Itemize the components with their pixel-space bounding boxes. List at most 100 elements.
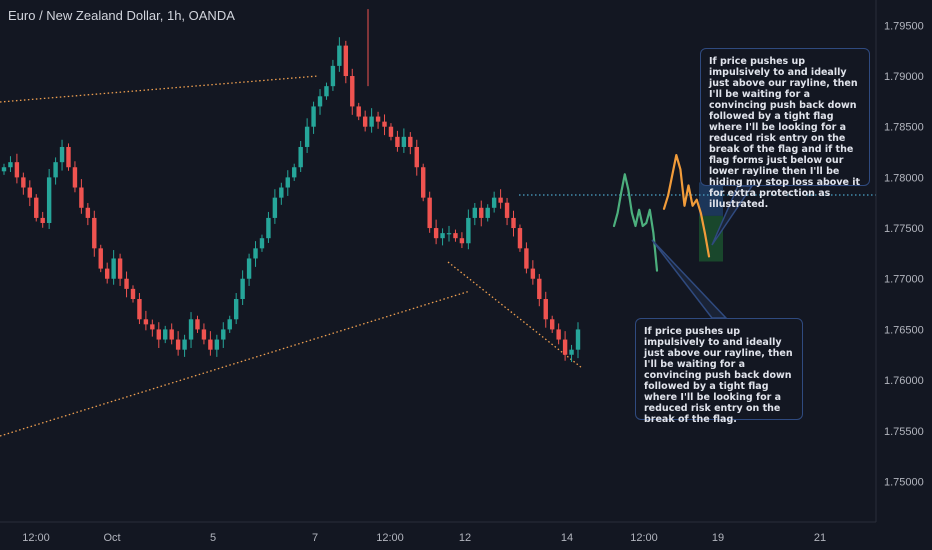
candle-body — [440, 233, 445, 239]
candle-body — [150, 324, 155, 330]
time-axis-label: 7 — [312, 532, 318, 544]
candle-body — [311, 106, 316, 127]
bottom-callout[interactable]: If price pushes up impulsively to and id… — [635, 318, 803, 425]
price-axis-label: 1.76500 — [884, 324, 924, 336]
candle-body — [459, 238, 465, 244]
candle-body — [524, 248, 529, 269]
candle-body — [221, 329, 226, 340]
candle-body — [266, 217, 271, 239]
orange-projection-path — [662, 154, 711, 258]
candle-body — [298, 146, 303, 168]
candle-body — [556, 329, 561, 340]
candle-body — [472, 207, 478, 218]
price-axis-label: 1.77500 — [884, 223, 924, 235]
candle-body — [433, 228, 439, 239]
candle-body — [401, 136, 407, 147]
candle-body — [156, 329, 161, 340]
candles — [1, 9, 581, 362]
trendlines[interactable] — [0, 75, 876, 437]
price-axis-label: 1.76000 — [884, 375, 924, 387]
candle-body — [182, 339, 187, 350]
green-projection-path — [612, 173, 659, 272]
candle-body — [575, 329, 581, 350]
candle-body — [130, 288, 136, 300]
candle-body — [8, 162, 13, 168]
time-axis-label: 12 — [459, 532, 471, 544]
candle-body — [369, 116, 374, 127]
candle-body — [362, 116, 368, 127]
candle-body — [34, 197, 39, 218]
time-axis-label: 12:00 — [22, 532, 50, 544]
candle-body — [562, 339, 568, 355]
candle-body — [356, 106, 361, 117]
time-axis-label: 21 — [814, 532, 826, 544]
candle-body — [169, 329, 174, 340]
candle-body — [208, 339, 213, 350]
candle-body — [491, 197, 497, 208]
candle-body — [395, 136, 400, 147]
right-callout[interactable]: If price pushes up impulsively to and id… — [700, 48, 870, 210]
upper-trendline[interactable] — [0, 75, 319, 103]
time-axis[interactable]: 12:00 Oct 5 7 12:00 12 14 12:00 19 21 — [0, 521, 876, 544]
candle-body — [304, 126, 310, 147]
candle-body — [324, 86, 329, 97]
candle-body — [163, 329, 168, 340]
candle-body — [201, 329, 207, 340]
price-axis[interactable]: 1.79500 1.79000 1.78500 1.78000 1.77500 1.770… — [875, 0, 924, 522]
candle-body — [498, 197, 503, 203]
candle-body — [117, 258, 123, 279]
candle-body — [79, 187, 84, 208]
stop-loss-zone — [699, 182, 723, 216]
candle-body — [92, 217, 97, 249]
candle-body — [124, 278, 129, 289]
right-callout-pointer — [711, 185, 754, 246]
price-axis-label: 1.79000 — [884, 71, 924, 83]
candle-body — [517, 228, 523, 249]
time-axis-label: 19 — [712, 532, 724, 544]
candle-body — [1, 167, 7, 172]
candle-body — [240, 278, 245, 300]
candle-body — [227, 319, 232, 330]
candle-body — [511, 217, 516, 229]
candle-body — [504, 202, 510, 218]
candle-body — [414, 146, 419, 168]
candle-body — [530, 268, 536, 279]
price-axis-label: 1.78000 — [884, 172, 924, 184]
candle-body — [453, 233, 458, 239]
candle-body — [485, 207, 490, 218]
candle-body — [337, 45, 342, 66]
candle-body — [446, 233, 452, 235]
candle-body — [175, 339, 181, 350]
candle-body — [427, 197, 432, 229]
price-axis-label: 1.75000 — [884, 476, 924, 488]
candle-body — [137, 299, 142, 320]
candle-body — [550, 319, 555, 330]
candle-body — [111, 258, 116, 279]
price-axis-label: 1.75500 — [884, 426, 924, 438]
candle-body — [246, 258, 252, 279]
candle-body — [285, 177, 290, 188]
candle-body — [188, 319, 194, 340]
candle-body — [53, 162, 58, 178]
candle-body — [14, 162, 20, 178]
candle-body — [537, 278, 542, 300]
candle-body — [569, 349, 574, 355]
chart-title: Euro / New Zealand Dollar, 1h, OANDA — [8, 8, 235, 23]
candle-body — [421, 167, 426, 198]
candle-body — [85, 207, 91, 218]
descending-trendline[interactable] — [447, 261, 583, 369]
price-axis-label: 1.78500 — [884, 122, 924, 134]
candle-body — [388, 126, 394, 137]
candle-body — [143, 319, 149, 325]
candle-body — [21, 177, 26, 188]
time-axis-label: 12:00 — [376, 532, 404, 544]
candle-body — [317, 96, 323, 107]
time-axis-label: 14 — [561, 532, 573, 544]
time-axis-label: Oct — [103, 532, 120, 544]
candle-body — [408, 136, 413, 147]
candle-body — [292, 167, 297, 178]
candle-body — [98, 248, 103, 269]
candle-body — [104, 268, 110, 279]
candle-body — [72, 167, 78, 188]
